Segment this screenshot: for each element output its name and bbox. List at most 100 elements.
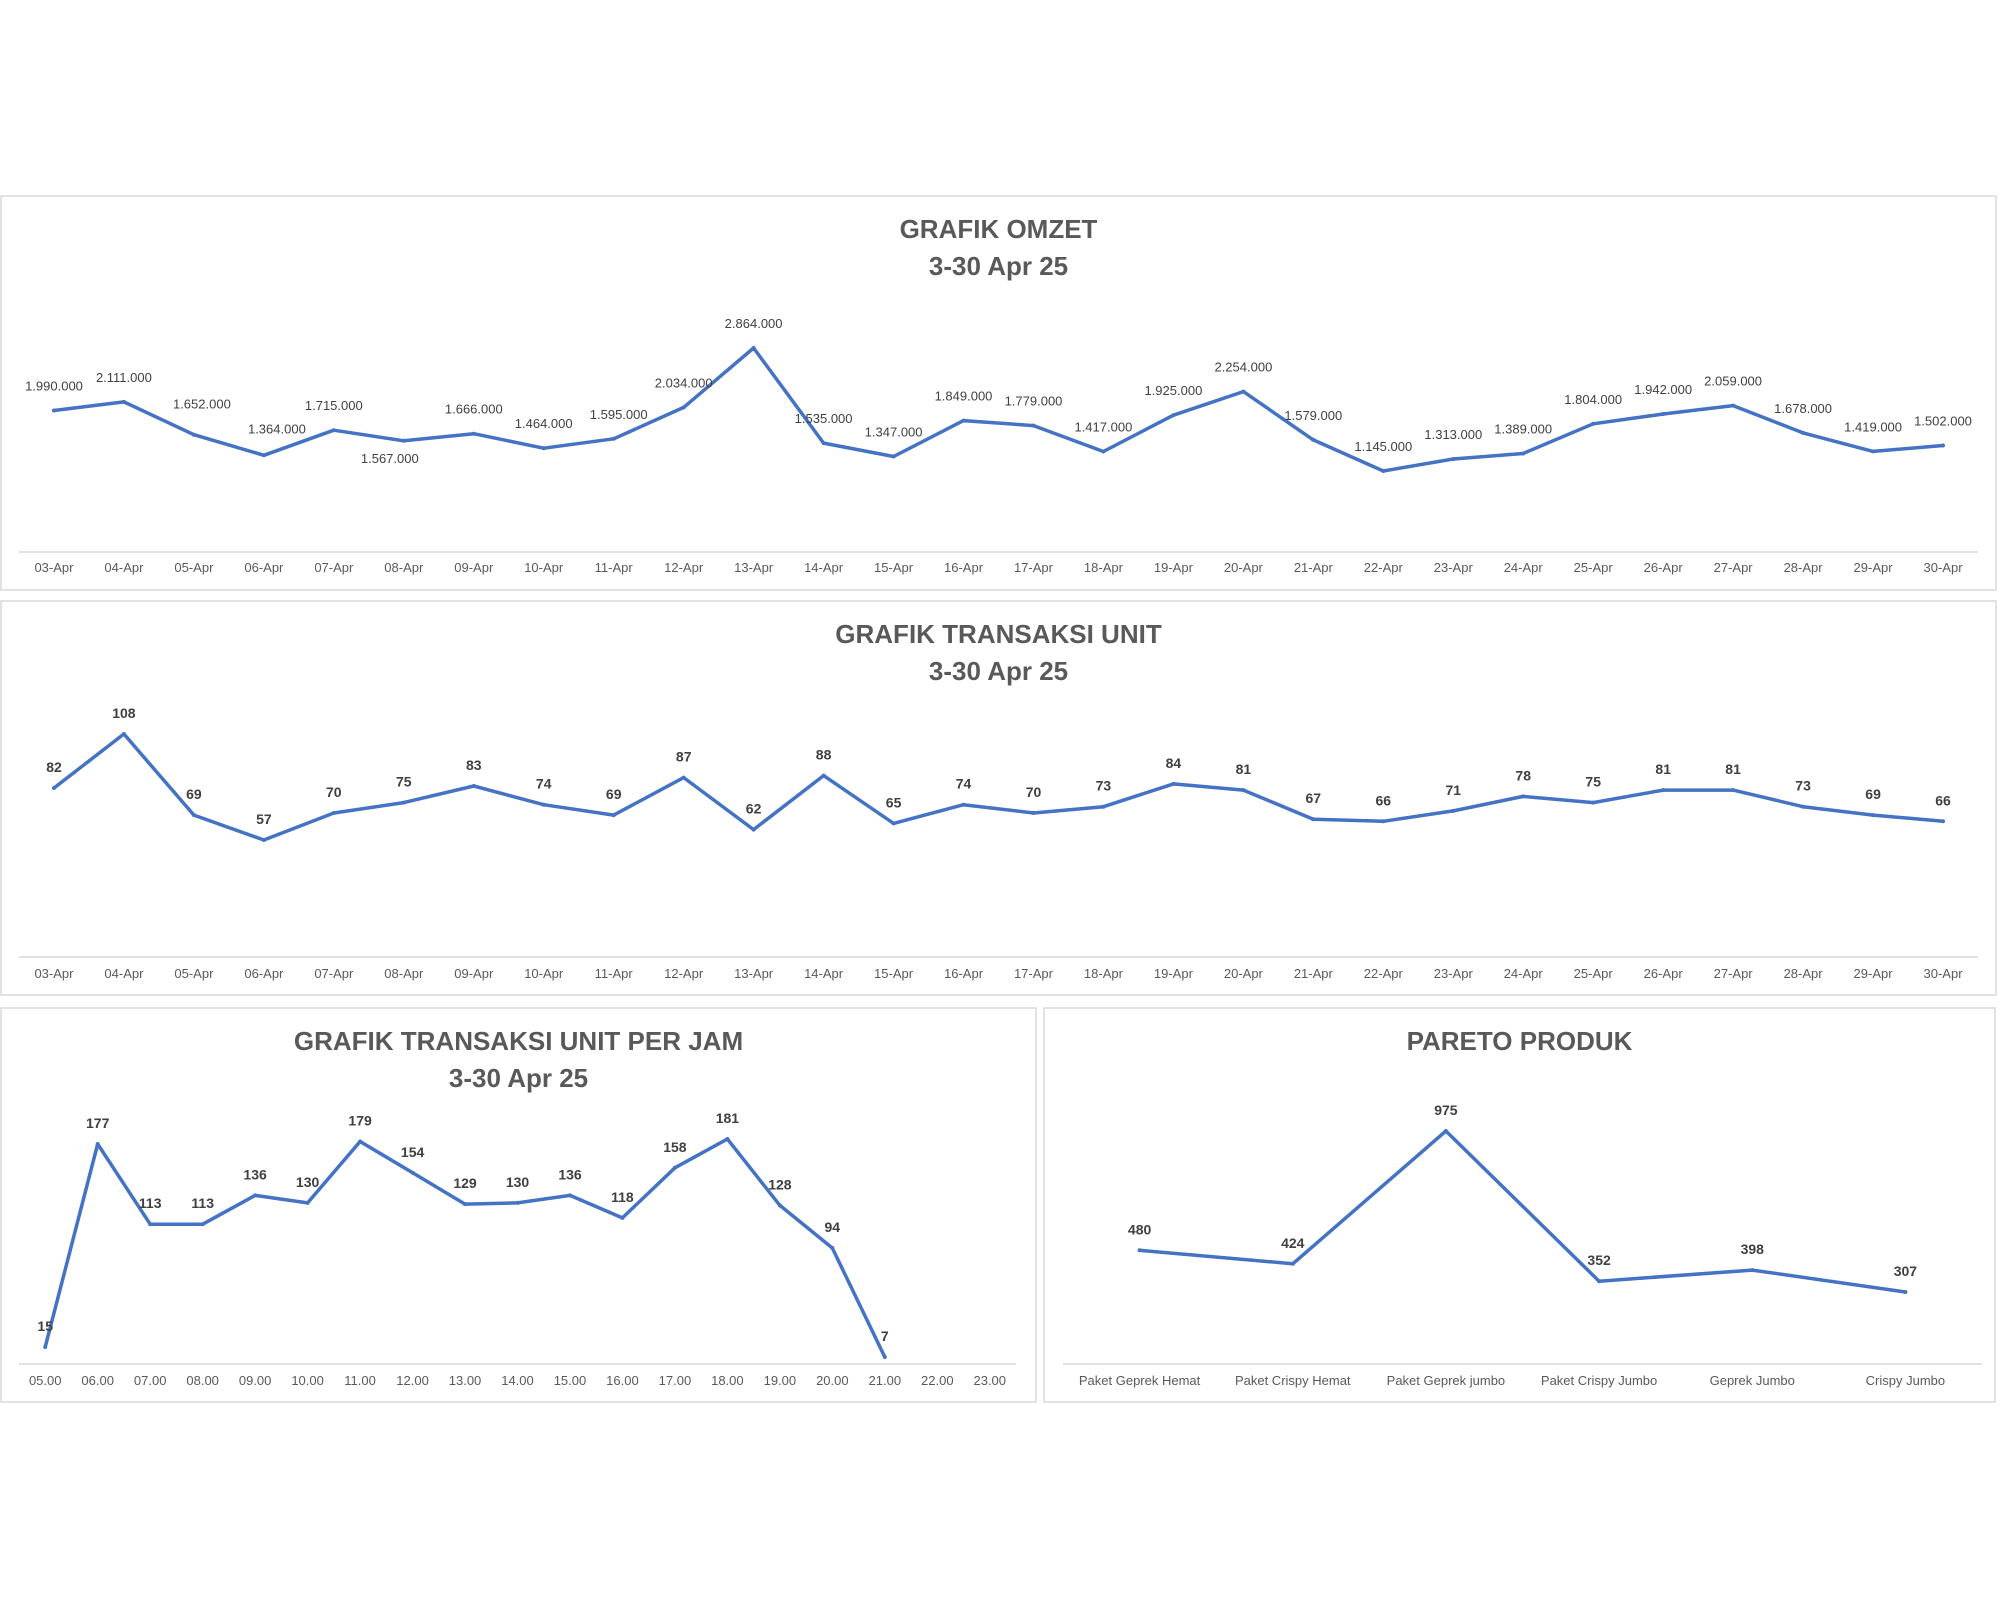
data-point [541, 802, 546, 807]
data-label: 1.502.000 [1914, 414, 1972, 429]
x-tick-label: 24-Apr [1504, 966, 1544, 981]
data-label: 2.059.000 [1704, 374, 1762, 389]
x-tick-label: 14-Apr [804, 560, 844, 575]
data-point [541, 446, 546, 451]
data-point [1137, 1248, 1142, 1253]
series-line [52, 732, 1945, 842]
data-label: 74 [536, 776, 552, 792]
data-label: 57 [256, 811, 272, 827]
data-point [1801, 804, 1806, 809]
data-label: 154 [401, 1144, 425, 1160]
data-label: 78 [1515, 767, 1531, 783]
data-point [672, 1165, 677, 1170]
x-tick-label: 22.00 [921, 1373, 954, 1388]
data-label: 15 [37, 1318, 53, 1334]
data-label: 1.595.000 [590, 407, 648, 422]
data-point [1731, 788, 1736, 793]
data-label: 69 [1865, 786, 1881, 802]
data-point [253, 1193, 258, 1198]
data-label: 7 [881, 1328, 889, 1344]
x-tick-label: 16-Apr [944, 966, 984, 981]
data-point [681, 405, 686, 410]
x-tick-label: 14-Apr [804, 966, 844, 981]
data-label: 70 [1026, 784, 1042, 800]
data-point [1661, 788, 1666, 793]
data-label: 1.652.000 [173, 397, 231, 412]
x-tick-label: 12.00 [396, 1373, 429, 1388]
data-label: 1.990.000 [25, 379, 83, 394]
data-point [1101, 804, 1106, 809]
x-tick-label: 30-Apr [1924, 966, 1964, 981]
chart-title: PARETO PRODUK [1407, 1026, 1633, 1056]
data-point [891, 821, 896, 826]
data-label: 62 [746, 801, 762, 817]
data-point [52, 786, 56, 790]
chart-subtitle: 3-30 Apr 25 [449, 1063, 588, 1093]
x-tick-label: 05.00 [29, 1373, 62, 1388]
data-point [751, 827, 756, 832]
x-tick-label: 04-Apr [104, 560, 144, 575]
data-label: 130 [296, 1174, 320, 1190]
data-label: 70 [326, 784, 342, 800]
data-point [43, 1345, 48, 1349]
data-point [1443, 1129, 1448, 1133]
x-tick-label: 08.00 [186, 1373, 219, 1388]
data-label: 2.034.000 [655, 375, 713, 390]
data-label: 82 [46, 759, 62, 775]
data-label: 73 [1795, 778, 1811, 794]
data-label: 1.347.000 [865, 425, 923, 440]
data-point [568, 1193, 572, 1198]
data-point [1311, 437, 1316, 442]
data-label: 81 [1236, 761, 1252, 777]
data-point [1031, 811, 1036, 815]
data-label: 398 [1741, 1241, 1765, 1257]
data-label: 307 [1894, 1263, 1918, 1279]
x-tick-label: 11-Apr [595, 560, 634, 575]
data-label: 177 [86, 1115, 110, 1131]
data-point [331, 811, 336, 815]
chart-title: GRAFIK TRANSAKSI UNIT PER JAM [294, 1026, 743, 1056]
data-point [821, 441, 826, 446]
data-label: 1.464.000 [515, 416, 573, 431]
x-tick-label: 09-Apr [454, 560, 494, 575]
data-label: 69 [186, 786, 202, 802]
data-label: 181 [716, 1110, 740, 1126]
chart-panel-2: GRAFIK TRANSAKSI UNIT 3-30 Apr 25 03-Apr 04… [0, 600, 1997, 996]
data-label: 118 [611, 1189, 634, 1205]
x-tick-label: 13-Apr [734, 966, 774, 981]
data-label: 1.779.000 [1005, 394, 1063, 409]
chart-panel-border [0, 1007, 1037, 1403]
data-point [1941, 819, 1945, 824]
x-tick-label: 28-Apr [1784, 966, 1824, 981]
x-tick-label: 08-Apr [384, 560, 424, 575]
x-tick-label: 03-Apr [34, 966, 74, 981]
x-tick-label: 21-Apr [1294, 966, 1334, 981]
data-label: 113 [139, 1195, 162, 1211]
chart-title: GRAFIK OMZET [900, 214, 1098, 244]
x-tick-label: 05-Apr [174, 560, 214, 575]
x-tick-label: 13-Apr [734, 560, 774, 575]
chart-subtitle: 3-30 Apr 25 [929, 656, 1068, 686]
data-point [410, 1170, 415, 1175]
data-point [620, 1215, 625, 1220]
data-label: 1.942.000 [1634, 382, 1692, 397]
x-tick-label: Paket Crispy Jumbo [1541, 1373, 1657, 1388]
x-tick-label: 23.00 [973, 1373, 1006, 1388]
data-point [1101, 449, 1106, 454]
x-tick-label: 22-Apr [1364, 966, 1404, 981]
x-tick-label: 20-Apr [1224, 560, 1264, 575]
x-tick-label: 10-Apr [524, 560, 564, 575]
data-point [1171, 781, 1176, 786]
x-tick-label: 09.00 [239, 1373, 272, 1388]
data-label: 1.804.000 [1564, 392, 1622, 407]
data-label: 1.417.000 [1074, 420, 1132, 435]
data-point [1311, 817, 1316, 822]
x-tick-label: 13.00 [449, 1373, 482, 1388]
chart-panel-3: GRAFIK TRANSAKSI UNIT PER JAM 3-30 Apr 25… [0, 1007, 1037, 1403]
data-label: 1.389.000 [1494, 422, 1552, 437]
data-label: 130 [506, 1174, 530, 1190]
data-label: 71 [1446, 782, 1462, 798]
x-tick-label: 12-Apr [664, 966, 704, 981]
data-point [1381, 819, 1386, 824]
